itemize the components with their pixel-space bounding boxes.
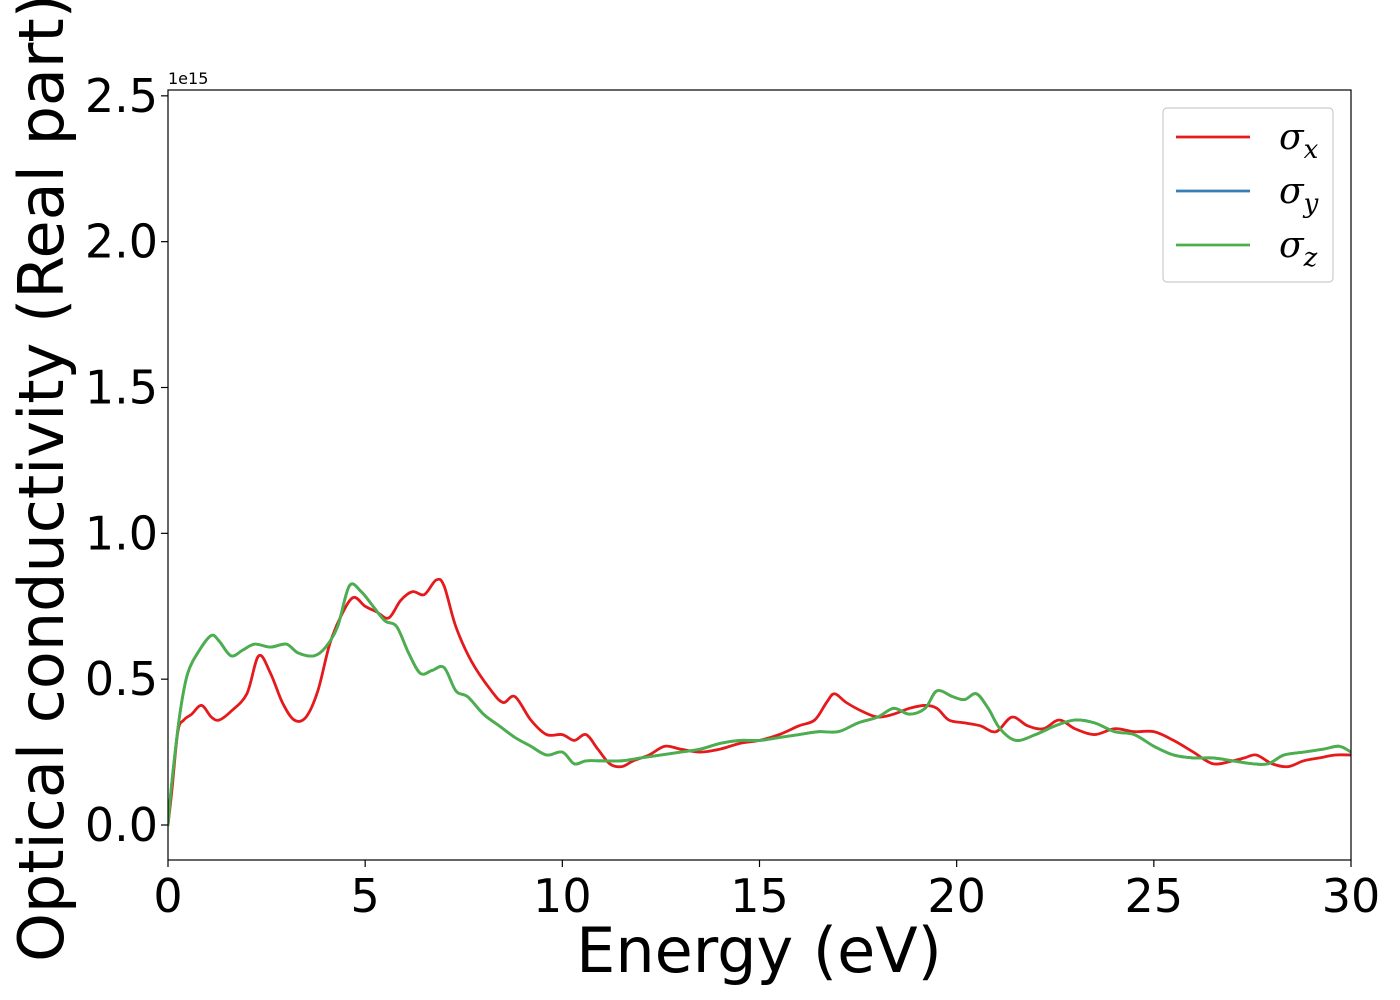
x-tick-label: 10 (533, 869, 592, 923)
x-tick-label: 30 (1322, 869, 1381, 923)
y-tick-label: 0.5 (85, 652, 158, 706)
y-axis-ticks: 0.0 0.5 1.0 1.5 2.0 2.5 (85, 69, 168, 852)
x-tick-label: 15 (730, 869, 789, 923)
series-layer (168, 577, 1351, 827)
legend-label: σy (1279, 171, 1319, 219)
series-line-x (168, 577, 1351, 827)
y-offset-label: 1e15 (168, 69, 208, 88)
legend-label: σz (1279, 225, 1318, 273)
x-tick-label: 5 (351, 869, 380, 923)
x-tick-label: 20 (927, 869, 986, 923)
x-tick-label: 0 (153, 869, 182, 923)
y-tick-label: 1.5 (85, 361, 158, 415)
legend: σx σy σz (1162, 107, 1334, 283)
x-tick-label: 25 (1125, 869, 1184, 923)
legend-label: σx (1279, 117, 1319, 165)
y-tick-label: 2.5 (85, 69, 158, 123)
series-line-z (168, 582, 1351, 827)
series-line-y (168, 582, 1351, 827)
y-axis-label: Optical conductivity (Real part) (5, 0, 78, 962)
x-axis-label: Energy (eV) (576, 914, 942, 987)
y-tick-label: 2.0 (85, 215, 158, 269)
y-tick-label: 1.0 (85, 506, 158, 560)
legend-box (1162, 107, 1334, 283)
y-tick-label: 0.0 (85, 798, 158, 852)
x-axis-ticks: 0 5 10 15 20 25 30 (153, 860, 1380, 923)
